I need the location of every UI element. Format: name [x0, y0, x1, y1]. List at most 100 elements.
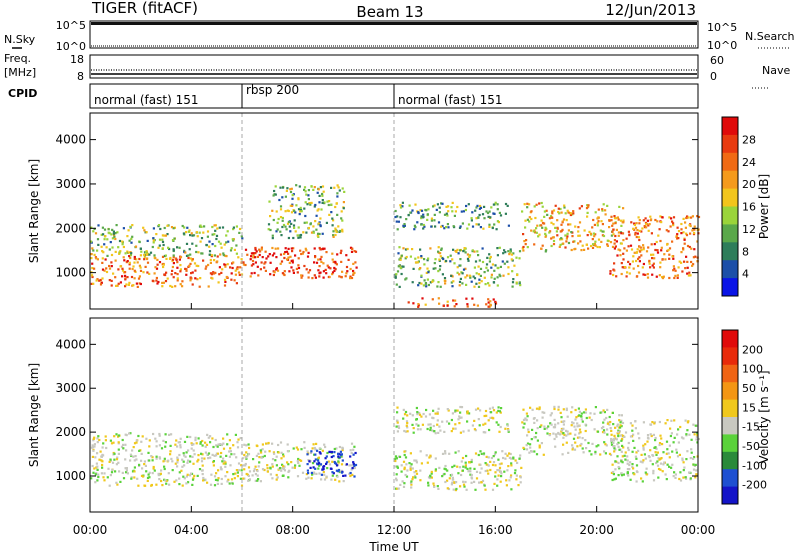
heatmap-cell — [294, 211, 297, 214]
heatmap-cell — [99, 283, 103, 286]
colorbar-tick-label: -100 — [742, 459, 767, 472]
heatmap-cell — [320, 208, 323, 211]
heatmap-cell — [627, 474, 630, 477]
heatmap-cell — [665, 440, 669, 443]
heatmap-cell — [284, 225, 287, 228]
heatmap-cell — [268, 200, 271, 203]
heatmap-cell — [499, 425, 502, 429]
heatmap-cell — [195, 250, 198, 254]
heatmap-cell — [577, 230, 580, 233]
heatmap-cell — [623, 454, 626, 457]
heatmap-cell — [632, 227, 635, 230]
heatmap-cell — [201, 439, 204, 443]
colorbar-swatch — [722, 382, 738, 401]
heatmap-cell — [618, 467, 621, 470]
heatmap-cell — [250, 264, 253, 267]
heatmap-cell — [334, 205, 337, 209]
heatmap-cell — [573, 448, 577, 451]
heatmap-cell — [319, 258, 322, 261]
heatmap-cell — [548, 434, 551, 437]
heatmap-cell — [281, 225, 284, 229]
heatmap-cell — [470, 217, 473, 220]
heatmap-cell — [292, 447, 295, 450]
heatmap-cell — [206, 230, 210, 233]
heatmap-cell — [581, 447, 584, 450]
heatmap-cell — [315, 442, 318, 445]
heatmap-cell — [481, 213, 485, 216]
heatmap-cell — [682, 437, 685, 440]
heatmap-cell — [351, 247, 354, 251]
heatmap-cell — [509, 476, 512, 479]
heatmap-cell — [518, 250, 522, 253]
heatmap-cell — [670, 466, 673, 469]
heatmap-cell — [424, 282, 428, 285]
heatmap-cell — [649, 459, 652, 462]
heatmap-cell — [677, 441, 680, 444]
heatmap-cell — [184, 267, 187, 270]
heatmap-cell — [504, 457, 507, 460]
heatmap-cell — [239, 437, 242, 440]
heatmap-cell — [209, 441, 212, 444]
heatmap-cell — [688, 271, 691, 274]
heatmap-cell — [197, 251, 200, 254]
heatmap-cell — [578, 414, 581, 417]
heatmap-cell — [400, 470, 403, 473]
heatmap-cell — [653, 422, 656, 425]
heatmap-cell — [672, 269, 675, 272]
heatmap-cell — [690, 448, 693, 451]
heatmap-cell — [211, 243, 214, 246]
heatmap-cell — [212, 464, 215, 467]
heatmap-cell — [584, 411, 587, 414]
heatmap-cell — [169, 256, 172, 260]
heatmap-cell — [120, 445, 124, 448]
heatmap-cell — [110, 233, 113, 236]
heatmap-cell — [434, 225, 437, 228]
heatmap-cell — [331, 273, 334, 276]
heatmap-cell — [201, 473, 204, 476]
colorbar-tick-label: 100 — [742, 363, 763, 376]
heatmap-cell — [155, 276, 158, 280]
heatmap-cell — [603, 450, 606, 453]
heatmap-cell — [307, 476, 310, 479]
heatmap-cell — [446, 214, 449, 217]
heatmap-cell — [397, 252, 400, 255]
heatmap-cell — [606, 243, 609, 246]
heatmap-cell — [129, 459, 132, 462]
heatmap-cell — [349, 471, 352, 475]
heatmap-cell — [233, 248, 236, 251]
y-tick-label: 1000 — [55, 469, 86, 483]
heatmap-cell — [630, 248, 634, 251]
heatmap-cell — [461, 222, 464, 225]
heatmap-cell — [459, 225, 462, 228]
heatmap-cell — [338, 456, 341, 459]
heatmap-cell — [619, 219, 623, 222]
colorbar-swatch — [722, 152, 738, 172]
heatmap-cell — [320, 255, 323, 258]
heatmap-cell — [115, 481, 118, 484]
heatmap-cell — [660, 246, 663, 249]
colorbar-swatch — [722, 260, 738, 279]
colorbar-label: Velocity [m s⁻¹] — [757, 370, 771, 463]
heatmap-cell — [417, 256, 420, 259]
heatmap-cell — [457, 472, 460, 475]
heatmap-cell — [155, 267, 159, 270]
heatmap-cell — [491, 263, 494, 266]
heatmap-cell — [564, 246, 567, 249]
heatmap-cell — [462, 483, 466, 486]
heatmap-cell — [456, 271, 459, 274]
heatmap-cell — [94, 473, 97, 476]
heatmap-cell — [291, 194, 294, 197]
heatmap-cell — [189, 257, 192, 260]
heatmap-cell — [620, 262, 623, 265]
colorbar-tick-label: -200 — [742, 479, 767, 492]
heatmap-cell — [569, 432, 572, 435]
heatmap-cell — [533, 243, 536, 246]
heatmap-cell — [232, 239, 235, 242]
heatmap-cell — [552, 223, 555, 226]
heatmap-cell — [603, 441, 606, 444]
heatmap-cell — [553, 437, 556, 441]
heatmap-cell — [271, 458, 275, 461]
heatmap-cell — [322, 190, 325, 193]
heatmap-cell — [318, 447, 321, 450]
heatmap-cell — [214, 271, 217, 274]
